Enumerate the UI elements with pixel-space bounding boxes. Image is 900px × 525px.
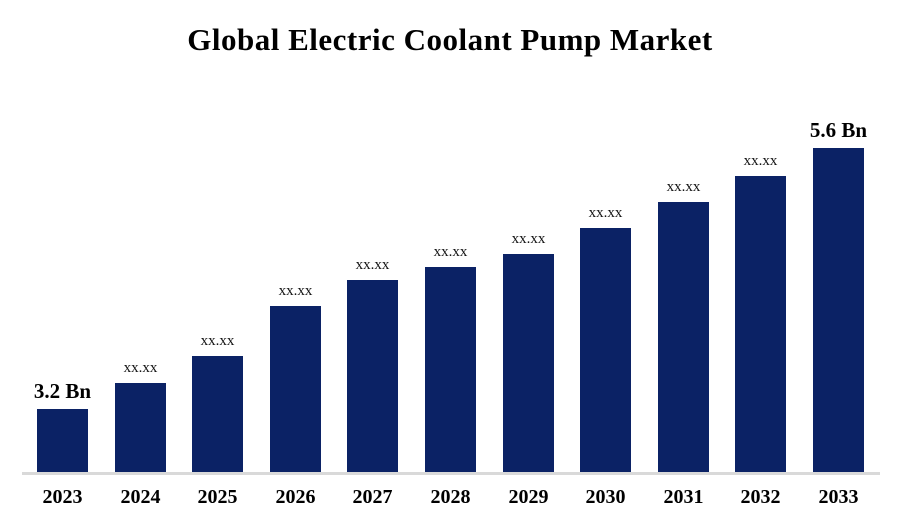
x-axis-line (22, 472, 880, 475)
x-tick-2030: 2030 (585, 486, 626, 508)
bar-2027 (347, 280, 398, 472)
value-label-2029: xx.xx (511, 230, 546, 247)
value-label-2032: xx.xx (743, 152, 778, 169)
x-tick-2033: 2033 (818, 486, 859, 508)
bar-2023 (37, 409, 88, 472)
x-tick-2032: 2032 (740, 486, 781, 508)
value-label-2033: 5.6 Bn (809, 117, 868, 142)
value-label-2024: xx.xx (123, 359, 158, 376)
bar-2031 (658, 202, 709, 472)
bar-2026 (270, 306, 321, 472)
x-tick-2029: 2029 (508, 486, 549, 508)
value-label-2028: xx.xx (433, 243, 468, 260)
value-label-2030: xx.xx (588, 204, 623, 221)
x-tick-2026: 2026 (275, 486, 316, 508)
x-tick-2023: 2023 (42, 486, 83, 508)
value-label-2031: xx.xx (666, 178, 701, 195)
bar-2025 (192, 356, 243, 472)
x-tick-2031: 2031 (663, 486, 704, 508)
chart-title: Global Electric Coolant Pump Market (187, 22, 713, 57)
bar-2033 (813, 148, 864, 472)
bar-2032 (735, 176, 786, 472)
bar-2029 (503, 254, 554, 472)
x-tick-2027: 2027 (352, 486, 393, 508)
x-tick-2024: 2024 (120, 486, 161, 508)
value-label-2025: xx.xx (200, 332, 235, 349)
bar-2028 (425, 267, 476, 472)
value-label-2026: xx.xx (278, 282, 313, 299)
bar-2030 (580, 228, 631, 472)
x-tick-2028: 2028 (430, 486, 471, 508)
x-tick-2025: 2025 (197, 486, 238, 508)
value-label-2027: xx.xx (355, 256, 390, 273)
value-label-2023: 3.2 Bn (33, 378, 92, 403)
bar-2024 (115, 383, 166, 472)
